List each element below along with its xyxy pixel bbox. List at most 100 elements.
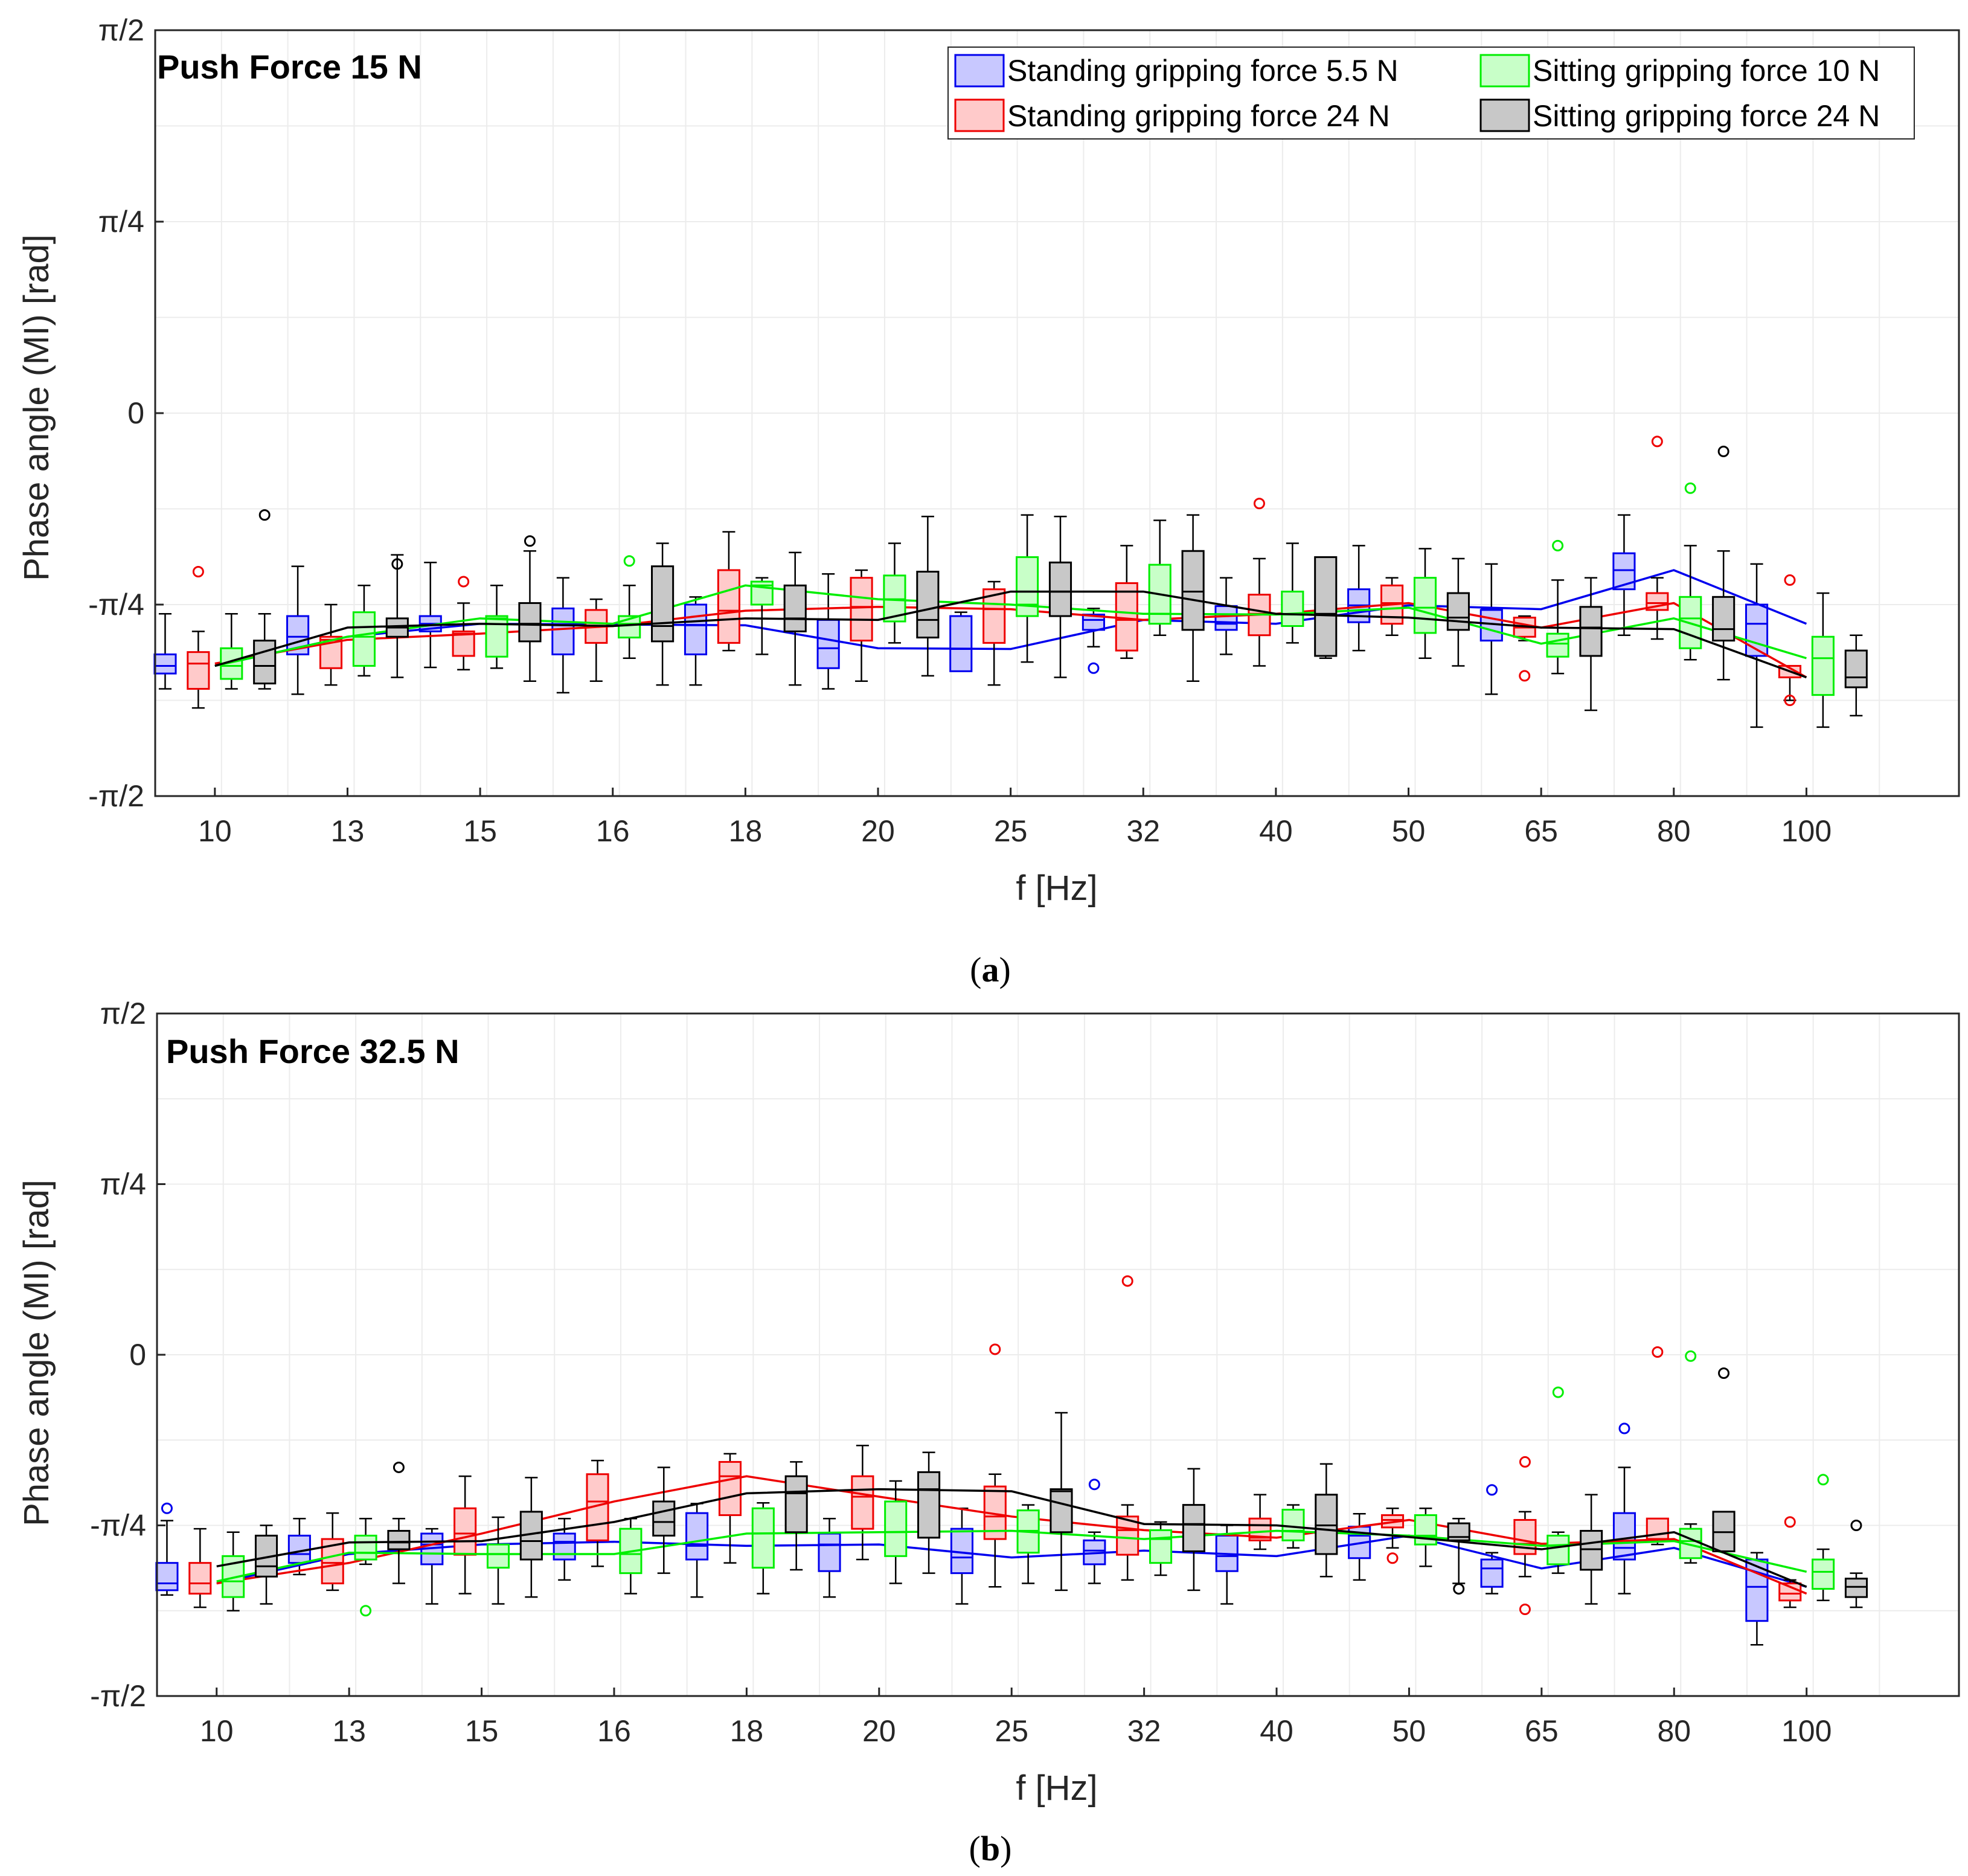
y-tick-label: -π/4	[88, 588, 144, 622]
panel-a-marks	[153, 435, 1868, 728]
outlier-point	[524, 535, 536, 547]
box	[851, 1475, 874, 1530]
panel-a: π/2 π/4 0 -π/4 -π/2 10 13 15 16 18 20 25 32 40 50 65 80…	[17, 13, 1960, 908]
box	[1314, 556, 1338, 657]
outlier-point	[1784, 574, 1796, 586]
caption-a: (a)	[970, 950, 1011, 989]
box	[784, 1475, 808, 1534]
box	[684, 603, 708, 655]
outlier-point	[1850, 1520, 1862, 1531]
outlier-point	[1784, 695, 1796, 706]
caption-b: (b)	[969, 1829, 1012, 1868]
panel-a-x-ticks: 10 13 15 16 18 20 25 32 40 50 65 80 100	[198, 788, 1832, 848]
box	[551, 607, 575, 655]
box	[884, 1500, 908, 1557]
box	[486, 1543, 510, 1569]
box	[1745, 603, 1769, 657]
median-trend-line	[216, 1488, 1807, 1588]
box	[718, 1460, 742, 1517]
box	[553, 1532, 576, 1561]
box	[818, 1532, 841, 1572]
box	[1812, 1558, 1835, 1590]
box	[982, 588, 1006, 644]
x-tick-label: 65	[1525, 1714, 1559, 1748]
panel-b-x-ticks: 10 13 15 16 18 20 25 32 40 50 65 80 100	[200, 1688, 1832, 1748]
x-tick-label: 10	[198, 814, 232, 848]
series-sitting-24	[216, 1367, 1868, 1608]
median-trend-line	[216, 1534, 1807, 1588]
y-tick-label: π/4	[100, 1168, 146, 1201]
x-tick-label: 15	[463, 814, 497, 848]
caption-a-letter: a	[982, 950, 999, 989]
panel-b-y-axis-label: Phase angle (MI) [rad]	[17, 1180, 56, 1526]
legend-box	[947, 47, 1915, 140]
box	[850, 577, 873, 642]
box	[1116, 1515, 1139, 1556]
box	[652, 1500, 676, 1537]
outlier-point	[1519, 670, 1531, 682]
outlier-point	[1253, 498, 1265, 510]
box	[783, 584, 807, 632]
panel-a-y-axis-label: Phase angle (MI) [rad]	[17, 234, 56, 581]
y-tick-label: 0	[129, 1338, 146, 1372]
outlier-point	[391, 558, 403, 570]
panel-a-title: Push Force 15 N	[157, 48, 422, 86]
box	[1612, 1512, 1636, 1561]
x-tick-label: 20	[862, 1714, 896, 1748]
y-tick-label: -π/2	[90, 1679, 146, 1713]
x-tick-label: 80	[1657, 814, 1691, 848]
box	[1612, 552, 1636, 591]
box	[1480, 1558, 1504, 1588]
y-tick-label: π/4	[98, 205, 144, 239]
box	[1547, 1534, 1570, 1566]
outlier-point	[1519, 1603, 1531, 1615]
outlier-point	[1817, 1474, 1829, 1486]
outlier-point	[1088, 1479, 1100, 1491]
box	[949, 615, 973, 672]
caption-b-letter: b	[981, 1829, 1000, 1868]
x-tick-label: 100	[1781, 814, 1832, 848]
series-sitting-10	[216, 1350, 1835, 1617]
x-tick-label: 25	[994, 814, 1028, 848]
box	[1115, 582, 1138, 652]
box	[253, 640, 277, 685]
box	[1281, 1509, 1305, 1541]
box	[1546, 632, 1569, 658]
box	[1579, 606, 1603, 657]
x-tick-label: 18	[729, 814, 763, 848]
outlier-point	[1386, 1552, 1399, 1564]
box	[1679, 596, 1702, 649]
x-tick-label: 50	[1393, 1714, 1426, 1748]
x-tick-label: 18	[730, 1714, 764, 1748]
x-tick-label: 40	[1260, 1714, 1293, 1748]
box	[188, 1562, 212, 1595]
x-tick-label: 80	[1657, 1714, 1691, 1748]
x-tick-label: 10	[200, 1714, 234, 1748]
box	[685, 1512, 709, 1561]
x-tick-label: 25	[995, 1714, 1028, 1748]
box	[1050, 1488, 1073, 1534]
box	[816, 618, 840, 669]
outlier-point	[1486, 1484, 1498, 1496]
box	[917, 1471, 941, 1539]
median-trend-line	[216, 1475, 1807, 1595]
x-tick-label: 20	[861, 814, 895, 848]
box	[1181, 550, 1205, 631]
y-tick-label: -π/2	[88, 779, 144, 813]
legend-swatch-sitting-10	[1479, 54, 1530, 88]
outlier-point	[1718, 1367, 1730, 1380]
x-tick-label: 65	[1524, 814, 1558, 848]
outlier-point	[1652, 1346, 1664, 1358]
box	[354, 1534, 377, 1561]
panel-b-marks	[155, 1275, 1868, 1646]
box	[1446, 592, 1470, 631]
y-tick-label: 0	[127, 396, 144, 430]
series-standing-5-5	[155, 1422, 1807, 1646]
outlier-point	[1784, 1516, 1796, 1528]
panel-a-y-ticks: π/2 π/4 0 -π/4 -π/2	[88, 13, 164, 813]
panel-a-x-axis-label: f [Hz]	[1016, 869, 1097, 908]
legend-swatch-standing-5-5	[954, 54, 1005, 88]
box	[387, 1530, 411, 1550]
outlier-point	[1651, 435, 1663, 448]
